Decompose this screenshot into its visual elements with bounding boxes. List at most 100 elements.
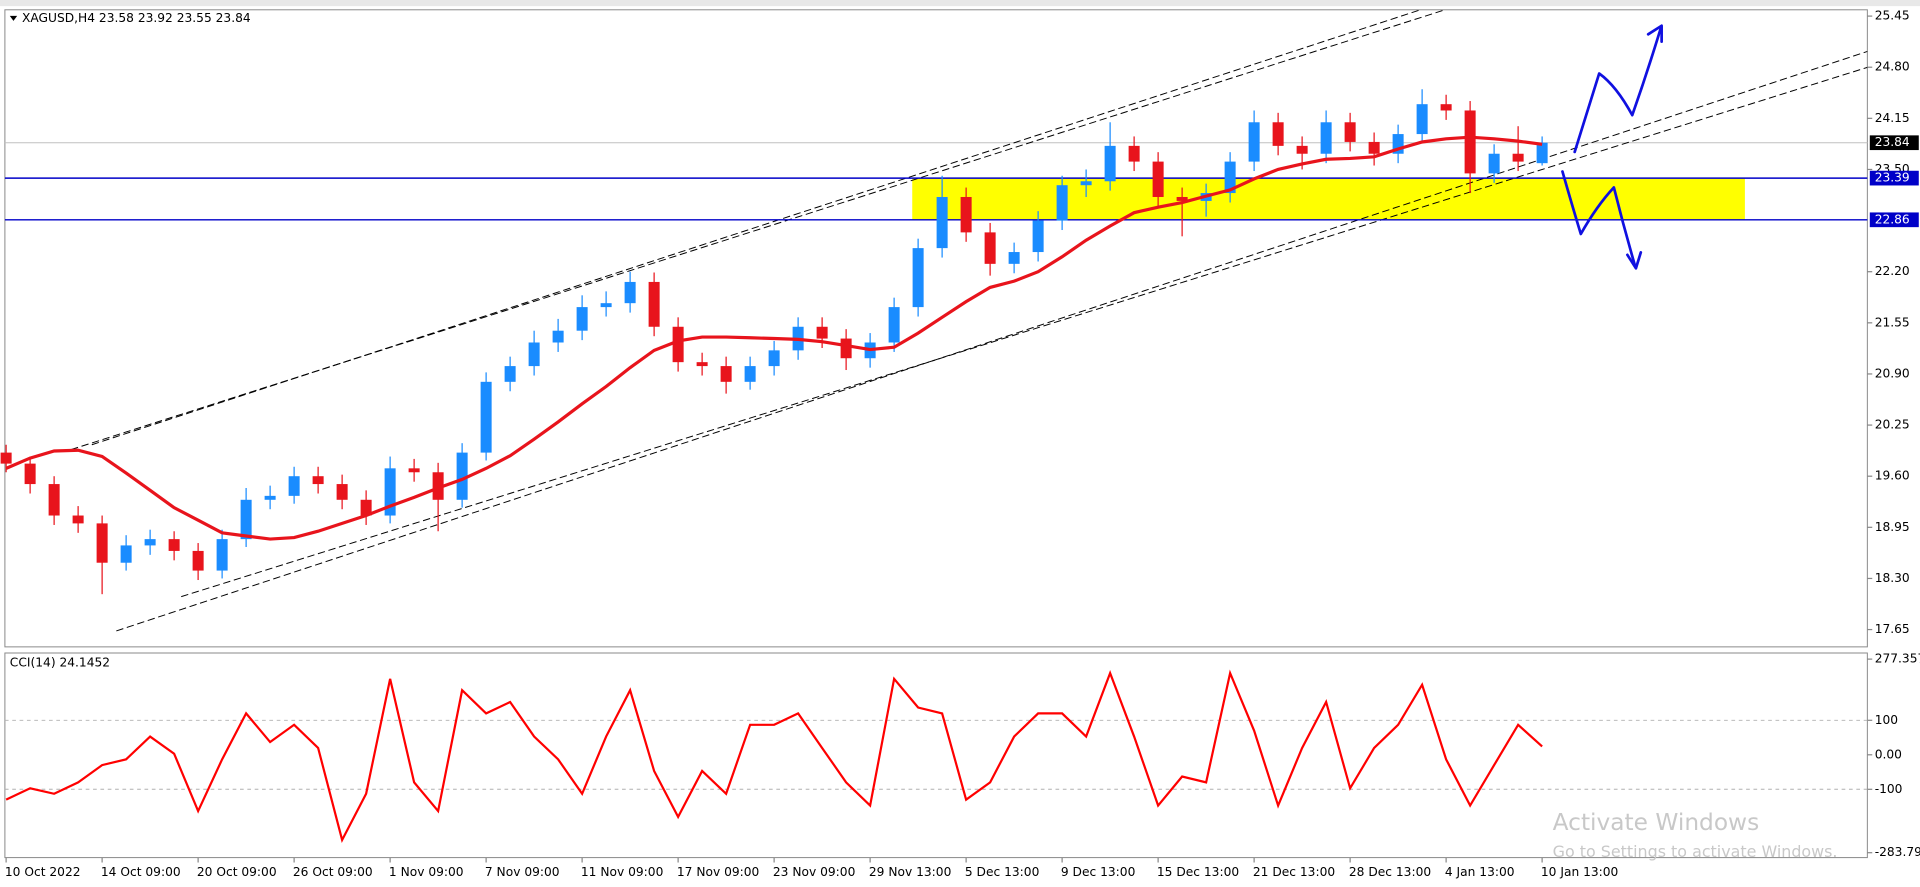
menu-triangle[interactable] — [9, 15, 18, 21]
y-tick-label: 0.00 — [1875, 747, 1902, 761]
y-tick-label: 20.25 — [1875, 418, 1910, 432]
y-tick-label: 25.45 — [1875, 9, 1910, 23]
watermark-subtitle: Go to Settings to activate Windows. — [1553, 842, 1838, 861]
arrow-up — [1573, 28, 1662, 154]
candle-body — [504, 366, 516, 382]
candle-body — [624, 281, 636, 304]
candle-body — [552, 330, 564, 343]
trend-line — [70, 9, 1446, 451]
candle-body — [0, 452, 12, 464]
candle-body — [1104, 145, 1116, 182]
candle-body — [696, 362, 708, 367]
candle-body — [1272, 122, 1284, 146]
y-tick-label: 20.90 — [1875, 366, 1910, 380]
candle-body — [816, 326, 828, 339]
price-marker — [1869, 212, 1919, 228]
x-tick-label: 4 Jan 13:00 — [1445, 865, 1515, 879]
toolbar-strip — [0, 0, 1920, 7]
candle-body — [480, 381, 492, 453]
candle-body — [984, 232, 996, 264]
candle-body — [1536, 142, 1548, 164]
price-panel — [4, 9, 1868, 648]
candle-body — [1440, 104, 1452, 111]
candle-body — [888, 307, 900, 343]
candle-body — [216, 539, 228, 571]
indicator-header: CCI(14) 24.1452 — [10, 655, 110, 669]
y-tick-label: 24.80 — [1875, 60, 1910, 74]
candle-body — [672, 326, 684, 363]
watermark-title: Activate Windows — [1553, 809, 1760, 836]
candle-body — [1464, 110, 1476, 174]
candle-body — [240, 499, 252, 540]
y-tick-label: 17.65 — [1875, 622, 1910, 636]
x-tick-label: 17 Nov 09:00 — [677, 865, 759, 879]
candle-body — [960, 196, 972, 233]
candle-body — [1488, 153, 1500, 174]
y-tick-label: 21.55 — [1875, 315, 1910, 329]
x-tick-label: 29 Nov 13:00 — [869, 865, 951, 879]
candle-body — [264, 495, 276, 500]
x-tick-label: 15 Dec 13:00 — [1157, 865, 1239, 879]
candle-body — [1032, 220, 1044, 253]
x-tick-label: 20 Oct 09:00 — [197, 865, 277, 879]
candle-body — [72, 515, 84, 524]
moving-average — [5, 135, 1543, 541]
price-marker-label: 23.39 — [1875, 171, 1910, 185]
x-tick-label: 23 Nov 09:00 — [773, 865, 855, 879]
candle-body — [1080, 181, 1092, 186]
price-marker-label: 22.86 — [1875, 212, 1910, 226]
y-tick-label: 100 — [1875, 713, 1898, 727]
x-tick-label: 1 Nov 09:00 — [389, 865, 464, 879]
candle-body — [912, 248, 924, 308]
candle-body — [1224, 161, 1236, 194]
arrowhead — [1646, 24, 1663, 44]
y-tick-label: 277.357 — [1875, 652, 1920, 666]
y-tick-label: -100 — [1875, 782, 1903, 796]
candle-body — [768, 350, 780, 367]
candle-body — [1176, 196, 1188, 201]
candle-body — [576, 307, 588, 331]
y-tick-label: 24.15 — [1875, 111, 1910, 125]
candle-body — [1392, 134, 1404, 154]
candle-body — [600, 303, 612, 308]
candle-body — [744, 366, 756, 382]
x-tick-label: 14 Oct 09:00 — [101, 865, 181, 879]
x-tick-label: 21 Dec 13:00 — [1253, 865, 1335, 879]
candle-body — [288, 476, 300, 496]
price-marker — [1869, 135, 1919, 151]
candle-body — [312, 476, 324, 485]
candle-body — [336, 484, 348, 500]
candle-body — [192, 550, 204, 571]
x-tick-label: 28 Dec 13:00 — [1349, 865, 1431, 879]
x-tick-label: 9 Dec 13:00 — [1061, 865, 1135, 879]
candle-body — [1344, 122, 1356, 142]
candle-body — [1128, 145, 1140, 162]
candle-body — [144, 539, 156, 546]
x-tick-label: 10 Oct 2022 — [5, 865, 81, 879]
y-tick-label: 18.95 — [1875, 520, 1910, 534]
candle-body — [1008, 252, 1020, 264]
candle-body — [432, 472, 444, 500]
candle-body — [1152, 161, 1164, 197]
price-marker — [1869, 170, 1919, 186]
candle-body — [840, 338, 852, 359]
candle-body — [120, 545, 132, 563]
x-tick-label: 7 Nov 09:00 — [485, 865, 560, 879]
candle-body — [96, 523, 108, 563]
x-tick-label: 5 Dec 13:00 — [965, 865, 1039, 879]
candle-body — [360, 499, 372, 516]
candle-body — [384, 468, 396, 516]
candle-body — [1296, 145, 1308, 154]
cci-line — [5, 669, 1543, 844]
candle-body — [456, 452, 468, 500]
support-zone — [912, 178, 1745, 220]
candle-body — [1320, 122, 1332, 154]
candle-body — [1248, 122, 1260, 162]
symbol-header: XAGUSD,H4 23.58 23.92 23.55 23.84 — [22, 11, 251, 25]
candle-body — [1368, 141, 1380, 154]
scenario-arrows — [1561, 24, 1663, 270]
trend-line — [91, 9, 1421, 446]
candle-body — [168, 539, 180, 551]
